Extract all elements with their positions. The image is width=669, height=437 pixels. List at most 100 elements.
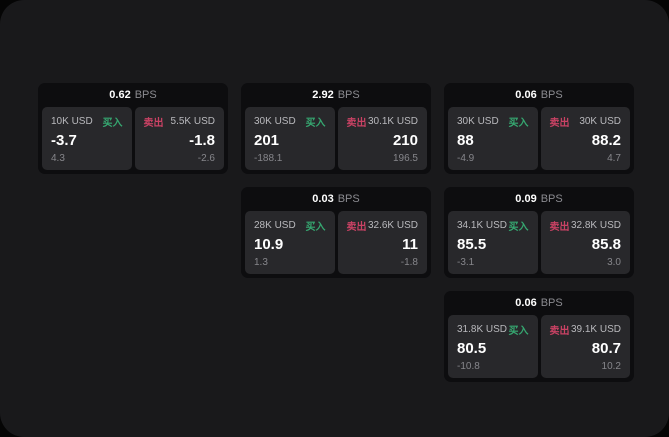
buy-tag: 买入 xyxy=(508,222,529,233)
buy-panel-header: 34.1K USD 买入 xyxy=(457,218,529,233)
card-header: 0.06 BPS xyxy=(444,83,634,107)
buy-panel-header: 30K USD 买入 xyxy=(254,114,326,129)
buy-price-value: 10.9 xyxy=(254,235,284,253)
buy-sub-value: -188.1 xyxy=(254,153,283,164)
buy-quote-panel[interactable]: 30K USD 买入 201 -188.1 xyxy=(245,107,335,170)
buy-size-label: 10K USD xyxy=(51,116,93,127)
buy-price-value: 80.5 xyxy=(457,339,487,357)
card-body: 10K USD 买入 -3.7 4.3 卖出 5.5K USD -1.8 -2.… xyxy=(38,107,228,174)
buy-price-value: 85.5 xyxy=(457,235,487,253)
card-body: 30K USD 买入 201 -188.1 卖出 30.1K USD 210 1… xyxy=(241,107,431,174)
quote-cards-grid: 0.62 BPS 10K USD 买入 -3.7 4.3 卖出 5.5K USD… xyxy=(38,83,634,382)
bps-unit-label: BPS xyxy=(134,89,157,101)
quote-card: 0.06 BPS 31.8K USD 买入 80.5 -10.8 卖出 39.1… xyxy=(444,291,634,382)
quote-card: 2.92 BPS 30K USD 买入 201 -188.1 卖出 30.1K … xyxy=(241,83,431,174)
sell-sub-value: -1.8 xyxy=(400,257,418,268)
sell-price-value: 210 xyxy=(392,131,418,149)
sell-size-label: 32.6K USD xyxy=(367,220,418,231)
sell-quote-panel[interactable]: 卖出 39.1K USD 80.7 10.2 xyxy=(540,315,630,378)
sell-quote-panel[interactable]: 卖出 30K USD 88.2 4.7 xyxy=(540,107,630,170)
quote-card: 0.03 BPS 28K USD 买入 10.9 1.3 卖出 32.6K US… xyxy=(241,187,431,278)
bps-unit-label: BPS xyxy=(337,89,360,101)
sell-sub-value: 3.0 xyxy=(607,257,621,268)
buy-size-label: 31.8K USD xyxy=(457,324,508,335)
sell-panel-header: 卖出 30.1K USD xyxy=(347,114,419,129)
sell-panel-header: 卖出 5.5K USD xyxy=(144,114,216,129)
quote-card: 0.09 BPS 34.1K USD 买入 85.5 -3.1 卖出 32.8K… xyxy=(444,187,634,278)
buy-sub-value: 4.3 xyxy=(51,153,65,164)
sell-size-label: 32.8K USD xyxy=(570,220,621,231)
buy-sub-value: 1.3 xyxy=(254,257,268,268)
quote-card: 0.06 BPS 30K USD 买入 88 -4.9 卖出 30K USD 8… xyxy=(444,83,634,174)
buy-panel-header: 31.8K USD 买入 xyxy=(457,322,529,337)
bps-spread-value: 2.92 xyxy=(312,89,334,101)
buy-quote-panel[interactable]: 28K USD 买入 10.9 1.3 xyxy=(245,211,335,274)
sell-tag: 卖出 xyxy=(549,118,570,129)
sell-quote-panel[interactable]: 卖出 32.8K USD 85.8 3.0 xyxy=(540,211,630,274)
sell-tag: 卖出 xyxy=(549,326,570,337)
sell-price-value: -1.8 xyxy=(189,131,215,149)
sell-size-label: 30.1K USD xyxy=(367,116,418,127)
sell-quote-panel[interactable]: 卖出 32.6K USD 11 -1.8 xyxy=(337,211,427,274)
buy-sub-value: -4.9 xyxy=(457,153,475,164)
card-body: 34.1K USD 买入 85.5 -3.1 卖出 32.8K USD 85.8… xyxy=(444,211,634,278)
sell-panel-header: 卖出 32.8K USD xyxy=(550,218,622,233)
sell-panel-header: 卖出 32.6K USD xyxy=(347,218,419,233)
bps-spread-value: 0.03 xyxy=(312,193,334,205)
buy-sub-value: -3.1 xyxy=(457,257,475,268)
buy-tag: 买入 xyxy=(305,118,326,129)
bps-spread-value: 0.09 xyxy=(515,193,537,205)
sell-sub-value: 4.7 xyxy=(607,153,621,164)
buy-size-label: 30K USD xyxy=(457,116,499,127)
sell-quote-panel[interactable]: 卖出 5.5K USD -1.8 -2.6 xyxy=(134,107,224,170)
sell-tag: 卖出 xyxy=(549,222,570,233)
sell-tag: 卖出 xyxy=(346,222,367,233)
sell-panel-header: 卖出 39.1K USD xyxy=(550,322,622,337)
sell-tag: 卖出 xyxy=(346,118,367,129)
buy-quote-panel[interactable]: 31.8K USD 买入 80.5 -10.8 xyxy=(448,315,538,378)
buy-sub-value: -10.8 xyxy=(457,361,480,372)
buy-panel-header: 28K USD 买入 xyxy=(254,218,326,233)
card-header: 0.06 BPS xyxy=(444,291,634,315)
card-header: 2.92 BPS xyxy=(241,83,431,107)
sell-price-value: 85.8 xyxy=(591,235,621,253)
bps-spread-value: 0.06 xyxy=(515,297,537,309)
sell-sub-value: 196.5 xyxy=(392,153,418,164)
bps-unit-label: BPS xyxy=(337,193,360,205)
buy-size-label: 34.1K USD xyxy=(457,220,508,231)
sell-price-value: 80.7 xyxy=(591,339,621,357)
buy-price-value: 201 xyxy=(254,131,280,149)
sell-size-label: 30K USD xyxy=(579,116,621,127)
bps-unit-label: BPS xyxy=(540,89,563,101)
buy-quote-panel[interactable]: 10K USD 买入 -3.7 4.3 xyxy=(42,107,132,170)
sell-sub-value: 10.2 xyxy=(601,361,621,372)
sell-size-label: 39.1K USD xyxy=(570,324,621,335)
card-header: 0.09 BPS xyxy=(444,187,634,211)
bps-spread-value: 0.06 xyxy=(515,89,537,101)
quote-card: 0.62 BPS 10K USD 买入 -3.7 4.3 卖出 5.5K USD… xyxy=(38,83,228,174)
sell-quote-panel[interactable]: 卖出 30.1K USD 210 196.5 xyxy=(337,107,427,170)
sell-sub-value: -2.6 xyxy=(197,153,215,164)
bps-unit-label: BPS xyxy=(540,193,563,205)
buy-panel-header: 10K USD 买入 xyxy=(51,114,123,129)
card-body: 28K USD 买入 10.9 1.3 卖出 32.6K USD 11 -1.8 xyxy=(241,211,431,278)
buy-tag: 买入 xyxy=(508,326,529,337)
buy-tag: 买入 xyxy=(305,222,326,233)
buy-quote-panel[interactable]: 34.1K USD 买入 85.5 -3.1 xyxy=(448,211,538,274)
card-header: 0.03 BPS xyxy=(241,187,431,211)
sell-price-value: 88.2 xyxy=(591,131,621,149)
card-body: 30K USD 买入 88 -4.9 卖出 30K USD 88.2 4.7 xyxy=(444,107,634,174)
sell-size-label: 5.5K USD xyxy=(170,116,215,127)
card-header: 0.62 BPS xyxy=(38,83,228,107)
sell-price-value: 11 xyxy=(402,235,418,253)
buy-quote-panel[interactable]: 30K USD 买入 88 -4.9 xyxy=(448,107,538,170)
bps-unit-label: BPS xyxy=(540,297,563,309)
bps-spread-value: 0.62 xyxy=(109,89,131,101)
buy-price-value: 88 xyxy=(457,131,474,149)
buy-tag: 买入 xyxy=(102,118,123,129)
card-body: 31.8K USD 买入 80.5 -10.8 卖出 39.1K USD 80.… xyxy=(444,315,634,382)
buy-size-label: 28K USD xyxy=(254,220,296,231)
sell-tag: 卖出 xyxy=(143,118,164,129)
buy-size-label: 30K USD xyxy=(254,116,296,127)
